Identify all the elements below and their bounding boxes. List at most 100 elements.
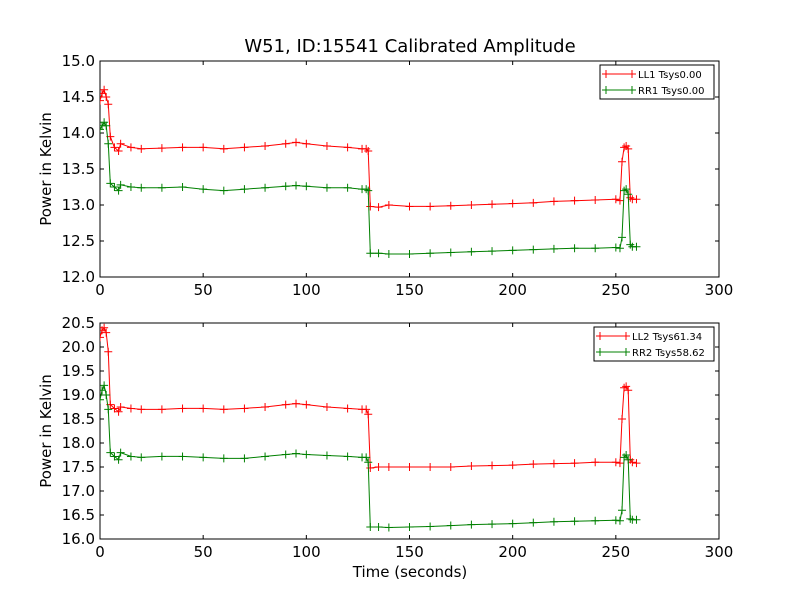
top-y-tick-label: 12.0 (62, 268, 95, 286)
bottom-x-tick-label: 300 (705, 543, 734, 561)
top-data-point (240, 185, 249, 194)
bottom-data-point (446, 463, 455, 471)
top-data-point (199, 143, 208, 152)
bottom-data-point (110, 452, 119, 461)
top-y-tick-label: 13.0 (62, 196, 95, 214)
top-data-point (322, 183, 331, 192)
bottom-data-point (102, 328, 111, 337)
bottom-data-point (467, 462, 476, 471)
top-data-point (126, 143, 135, 152)
bottom-data-point (549, 517, 558, 526)
bottom-data-point (529, 460, 538, 469)
bottom-data-point (615, 516, 624, 525)
top-data-point (281, 182, 290, 191)
bottom-data-point (362, 405, 371, 414)
top-legend-marker (602, 86, 610, 94)
chart-title: W51, ID:15541 Calibrated Amplitude (244, 36, 575, 57)
top-data-point (405, 202, 414, 211)
bottom-y-tick-label: 20.5 (62, 314, 95, 332)
bottom-data-point (219, 405, 228, 414)
bottom-data-point (292, 399, 301, 408)
top-data-point (104, 139, 113, 148)
bottom-data-point (281, 400, 290, 409)
bottom-data-point (137, 453, 146, 462)
top-data-point (219, 186, 228, 195)
bottom-data-point (549, 459, 558, 468)
bottom-data-point (322, 451, 331, 460)
top-data-point (615, 196, 624, 205)
top-x-tick-label: 0 (95, 281, 105, 299)
bottom-x-tick-label: 50 (194, 543, 213, 561)
top-data-point (446, 248, 455, 257)
bottom-y-tick-label: 19.5 (62, 362, 95, 380)
top-data-point (102, 93, 111, 101)
top-data-point (116, 180, 125, 189)
top-data-point (611, 243, 620, 252)
bottom-data-point (261, 403, 270, 411)
bottom-x-tick-label: 250 (602, 543, 631, 561)
top-data-point (626, 240, 635, 249)
bottom-data-point (446, 521, 455, 530)
bottom-data-point (100, 395, 104, 404)
top-legend-marker (628, 70, 636, 78)
bottom-data-point (628, 458, 637, 467)
bottom-data-point (488, 520, 497, 529)
bottom-data-point (384, 523, 393, 532)
bottom-data-point (591, 458, 600, 467)
bottom-data-point (104, 347, 113, 356)
top-data-point (100, 85, 109, 94)
top-x-tick-label: 300 (705, 281, 734, 299)
top-data-point (549, 244, 558, 253)
top-data-point (615, 244, 624, 253)
top-data-point (100, 118, 109, 127)
top-data-point (632, 242, 641, 251)
top-data-point (467, 247, 476, 256)
top-data-point (426, 249, 435, 258)
bottom-y-tick-label: 18.0 (62, 434, 95, 452)
top-data-point (488, 247, 497, 256)
bottom-data-point (362, 453, 371, 462)
top-y-tick-label: 15.0 (62, 52, 95, 70)
top-data-point (624, 144, 633, 153)
bottom-y-tick-label: 19.0 (62, 386, 95, 404)
top-data-point (100, 89, 107, 98)
top-data-point (626, 193, 635, 202)
bottom-legend-label-0: LL2 Tsys61.34 (632, 332, 702, 343)
top-data-point (624, 190, 633, 199)
bottom-data-point (591, 516, 600, 525)
top-data-point (488, 200, 497, 209)
bottom-series-0 (100, 323, 641, 472)
top-data-point (591, 244, 600, 253)
top-data-point (591, 195, 600, 204)
top-data-point (362, 144, 371, 153)
bottom-data-point (199, 453, 208, 462)
bottom-legend-marker (596, 348, 604, 356)
x-axis-label: Time (seconds) (352, 563, 468, 581)
bottom-data-point (366, 463, 375, 472)
bottom-data-point (343, 452, 352, 461)
top-data-point (126, 183, 135, 191)
top-data-point (384, 201, 393, 209)
top-x-tick-label: 250 (602, 281, 631, 299)
bottom-data-point (240, 454, 249, 463)
bottom-data-point (632, 459, 641, 468)
top-data-point (374, 203, 383, 212)
top-data-point (137, 183, 146, 192)
bottom-data-point (126, 452, 135, 461)
bottom-y-axis-label: Power in Kelvin (37, 374, 55, 488)
bottom-data-point (100, 323, 109, 332)
top-data-point (549, 197, 558, 206)
bottom-data-point (611, 458, 620, 467)
bottom-legend-label-1: RR2 Tsys58.62 (632, 348, 705, 359)
bottom-data-point (281, 450, 290, 459)
top-data-point (364, 186, 373, 195)
top-series-0 (100, 85, 641, 212)
bottom-data-point (426, 522, 435, 531)
bottom-data-point (374, 523, 383, 531)
top-x-tick-label: 100 (292, 281, 321, 299)
bottom-y-tick-label: 18.5 (62, 410, 95, 428)
top-data-point (261, 141, 270, 150)
top-x-tick-label: 200 (498, 281, 527, 299)
bottom-data-point (570, 517, 579, 526)
top-y-tick-label: 14.0 (62, 124, 95, 142)
